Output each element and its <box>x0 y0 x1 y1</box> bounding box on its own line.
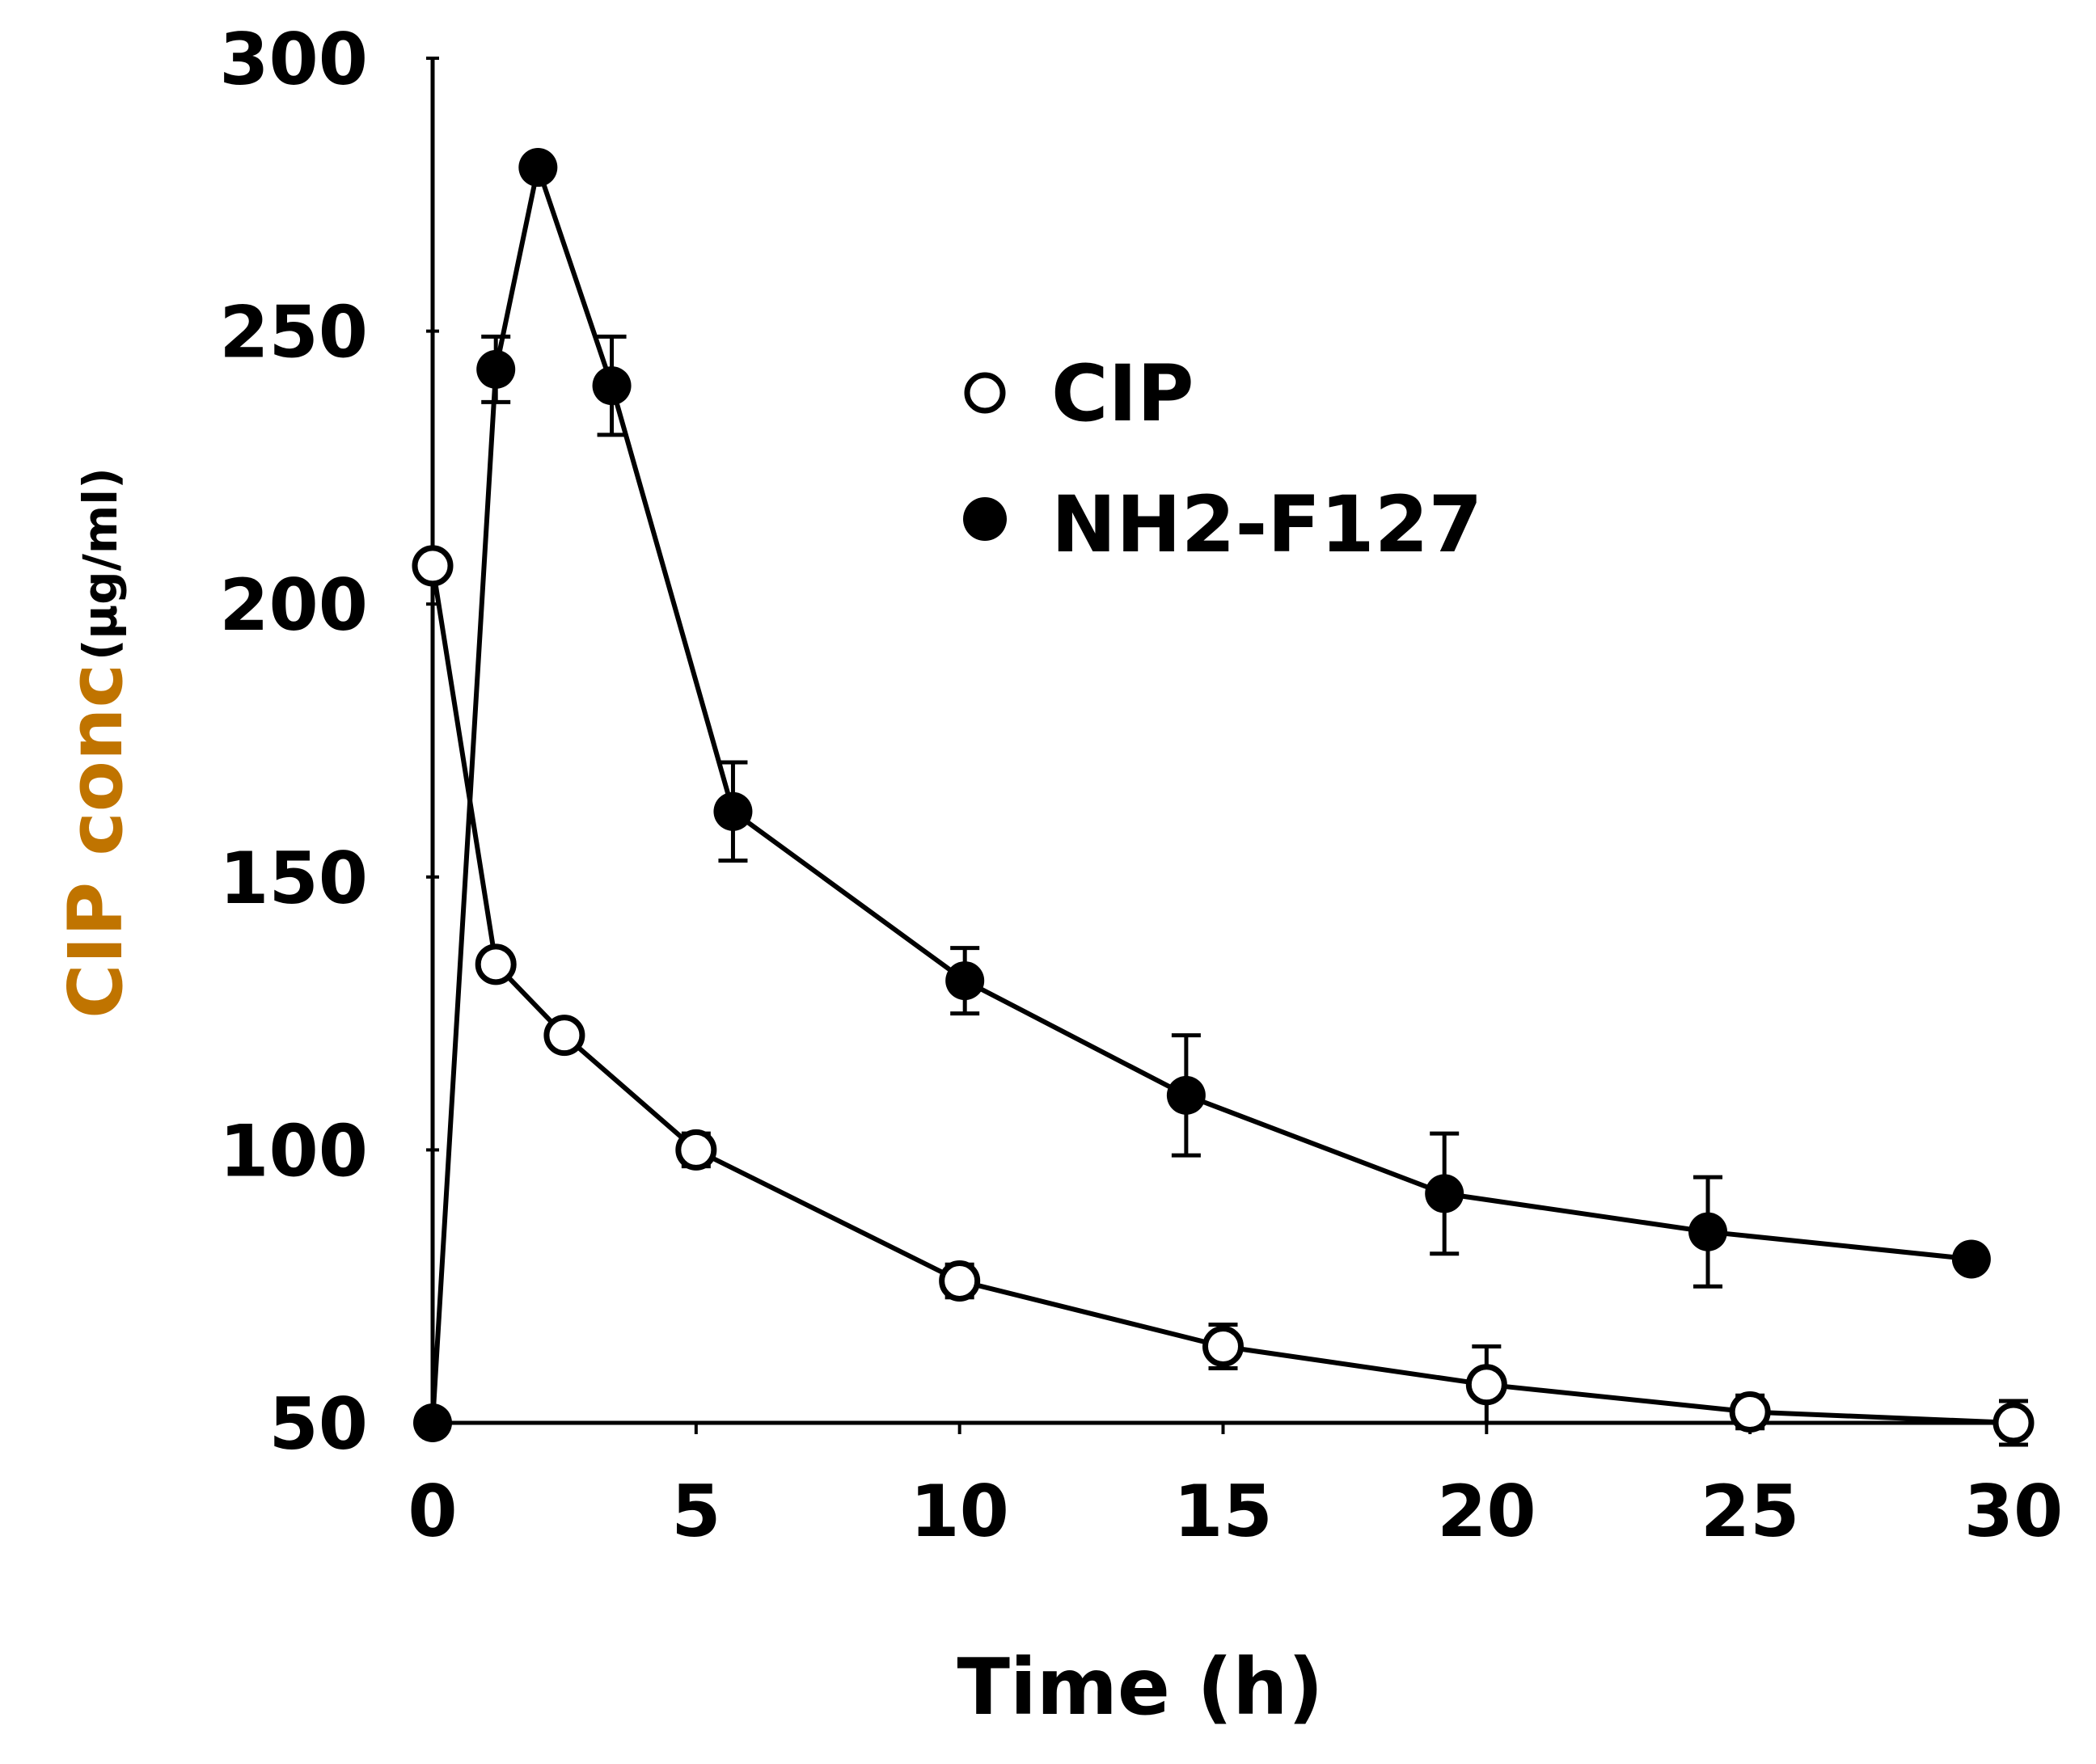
data-point <box>1425 1174 1464 1213</box>
x-tick-label: 5 <box>671 1470 720 1553</box>
y-tick-label: 300 <box>219 18 368 101</box>
data-point <box>1465 1364 1507 1406</box>
data-point <box>945 961 985 1001</box>
data-point <box>1688 1212 1728 1251</box>
series-cip <box>412 545 2035 1447</box>
svg-text:CIP conc (µg/ml): CIP conc (µg/ml) <box>53 467 139 1019</box>
x-tick-label: 30 <box>1964 1470 2063 1553</box>
x-axis-label: Time (h) <box>957 1642 1323 1732</box>
legend-label-nh2-f127: NH2-F127 <box>1051 479 1482 570</box>
legend-label-cip: CIP <box>1051 348 1194 439</box>
y-ticks: 50 100 150 200 250 300 <box>219 18 439 1466</box>
series-line <box>430 565 2014 1425</box>
data-point <box>412 545 454 587</box>
legend-marker-cip <box>964 372 1006 414</box>
data-point <box>1951 1239 1991 1279</box>
y-tick-label: 50 <box>269 1382 368 1466</box>
series-line <box>430 158 1972 1424</box>
y-axis-label: CIP conc <box>53 664 139 1019</box>
x-tick-label: 20 <box>1437 1470 1536 1553</box>
x-ticks: 0 5 10 15 20 25 30 <box>408 1423 2063 1553</box>
y-tick-label: 250 <box>219 291 368 374</box>
y-tick-label: 100 <box>219 1109 368 1192</box>
data-point <box>675 1129 717 1171</box>
series-layer <box>412 148 2035 1447</box>
y-axis-unit: (µg/ml) <box>73 467 128 660</box>
y-axis-label-group: CIP conc (µg/ml) <box>53 467 139 1019</box>
y-tick-label: 200 <box>219 563 368 647</box>
x-tick-label: 10 <box>910 1470 1008 1553</box>
data-point <box>518 148 558 188</box>
data-point <box>1729 1391 1771 1433</box>
data-point <box>592 366 632 406</box>
x-tick-label: 15 <box>1173 1470 1272 1553</box>
data-point <box>939 1260 981 1302</box>
data-point <box>475 943 517 985</box>
x-tick-label: 25 <box>1701 1470 1799 1553</box>
data-point <box>1992 1402 2035 1444</box>
series-nh2-f127 <box>413 148 1991 1442</box>
legend: CIP NH2-F127 <box>963 348 1482 570</box>
data-point <box>543 1015 585 1057</box>
x-tick-label: 0 <box>408 1470 457 1553</box>
data-point <box>713 791 753 831</box>
y-tick-label: 150 <box>219 837 368 920</box>
data-point <box>413 1403 452 1442</box>
data-point <box>476 349 516 389</box>
legend-marker-nh2-f127 <box>963 497 1007 541</box>
data-point <box>1202 1325 1244 1367</box>
data-point <box>1166 1075 1206 1115</box>
axes <box>430 58 2014 1425</box>
